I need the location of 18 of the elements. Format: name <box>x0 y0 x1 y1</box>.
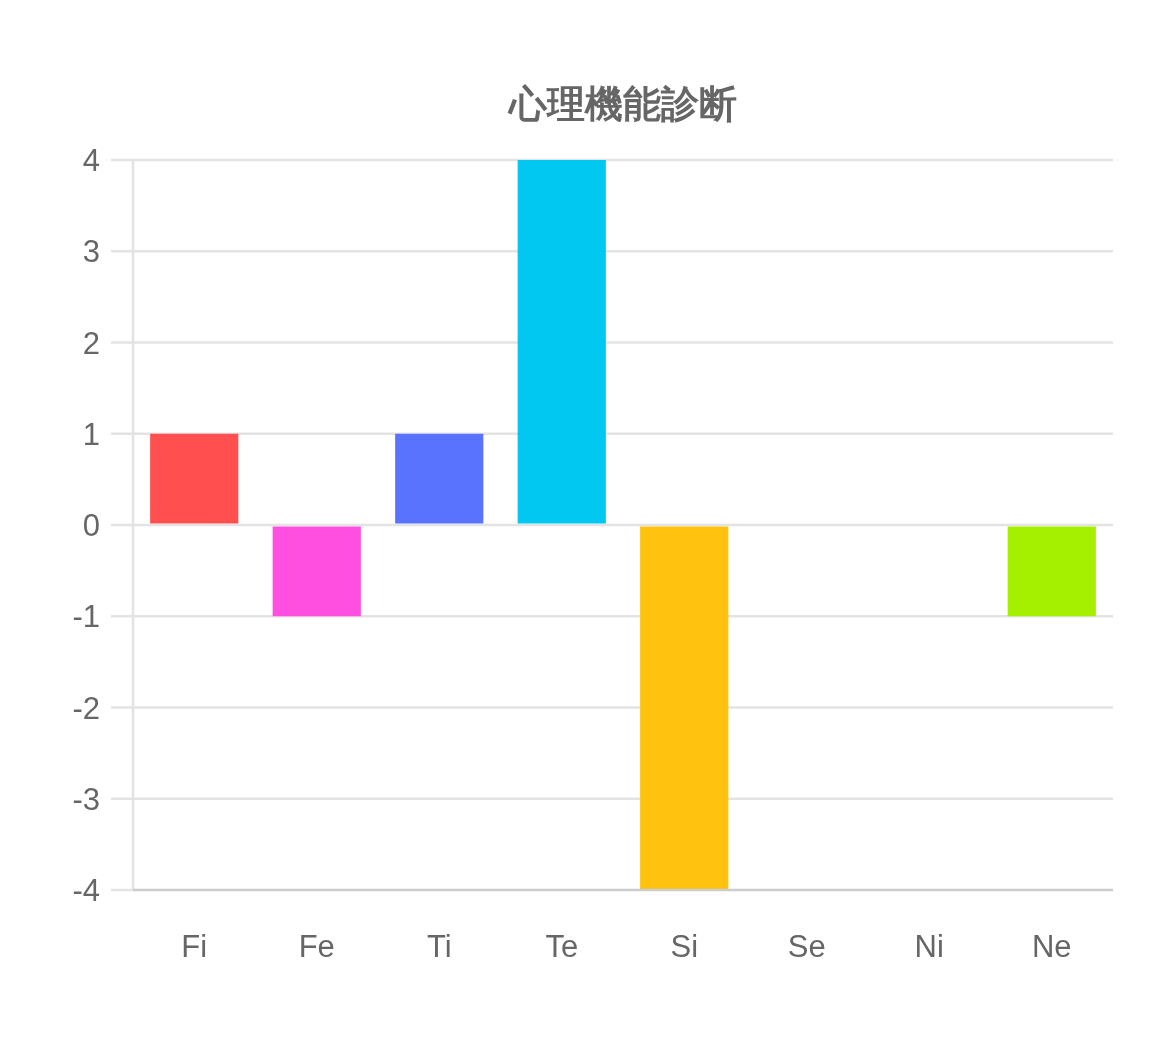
x-tick-label: Ti <box>426 929 452 964</box>
y-tick-label: 1 <box>82 416 100 452</box>
x-tick-label: Fi <box>181 929 208 964</box>
y-tick-label: 3 <box>82 234 100 270</box>
x-tick-label: Ne <box>1031 929 1072 964</box>
x-tick-label: Ni <box>914 929 944 964</box>
x-tick-label: Si <box>670 929 699 964</box>
x-tick-label: Se <box>787 929 826 964</box>
y-tick-label: 2 <box>82 325 100 361</box>
y-tick-label: -1 <box>72 599 100 635</box>
y-tick-label: 0 <box>82 508 100 543</box>
y-tick-label: -3 <box>72 781 100 817</box>
x-tick-label: Te <box>545 929 579 964</box>
y-tick-label: 4 <box>82 143 100 178</box>
y-tick-label: -4 <box>72 873 100 908</box>
x-tick-label: Fe <box>298 929 335 964</box>
y-tick-label: -2 <box>72 690 100 726</box>
chart-title: 心理機能診断 <box>507 83 737 125</box>
